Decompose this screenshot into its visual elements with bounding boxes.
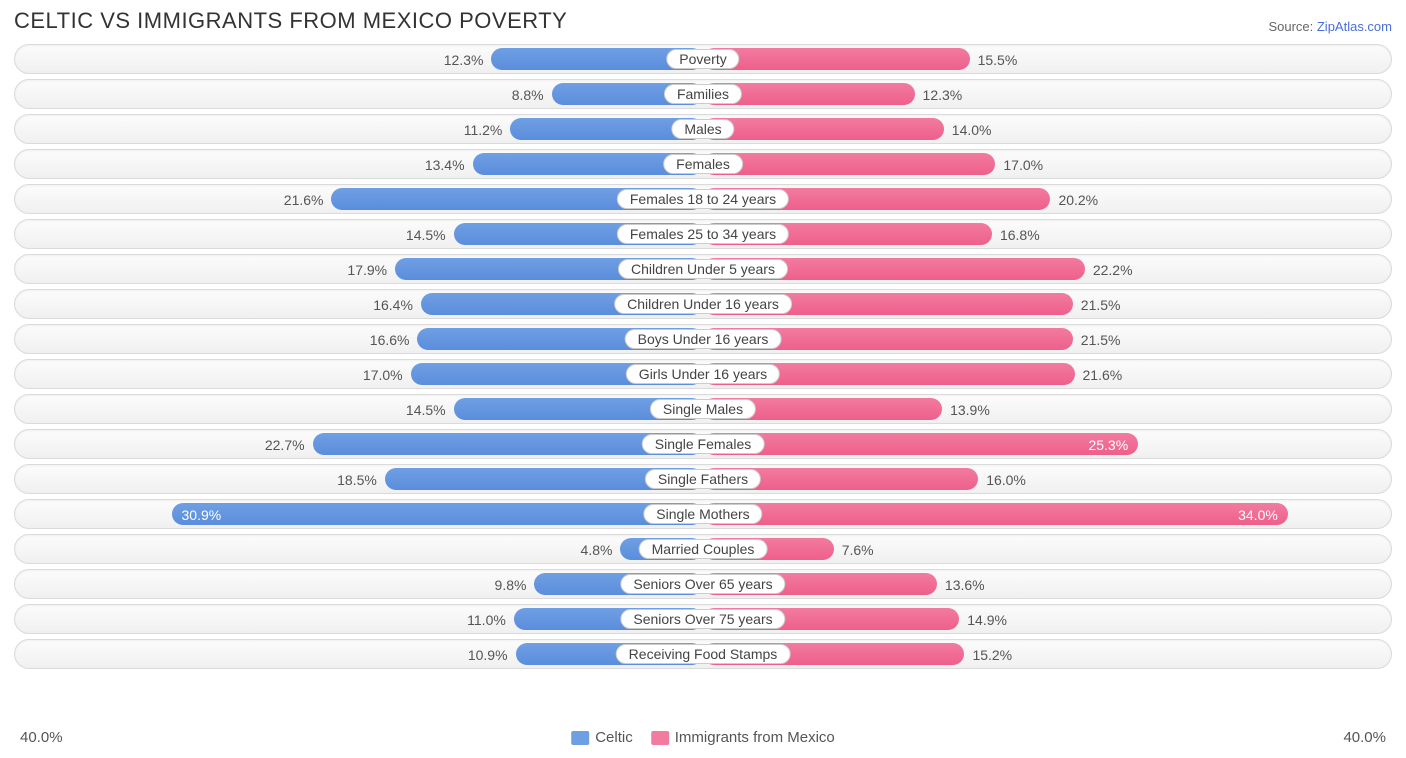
axis-right-label: 40.0% — [1343, 729, 1386, 746]
legend-swatch-left — [571, 731, 589, 745]
value-right: 14.9% — [959, 605, 1007, 635]
footer: 40.0% Celtic Immigrants from Mexico 40.0… — [0, 723, 1406, 758]
value-left: 17.9% — [347, 255, 395, 285]
chart-row: 10.9% 15.2% Receiving Food Stamps — [14, 639, 1392, 669]
legend-label-left: Celtic — [595, 729, 633, 746]
category-label: Girls Under 16 years — [626, 364, 780, 384]
diverging-bar-chart: 12.3%15.5%Poverty8.8%12.3%Families11.2%1… — [0, 40, 1406, 723]
value-right: 15.2% — [964, 640, 1012, 670]
bar-right — [703, 118, 944, 140]
chart-row: 21.6% 20.2% Females 18 to 24 years — [14, 184, 1392, 214]
value-right: 25.3% — [1088, 430, 1138, 460]
value-left: 13.4% — [425, 150, 473, 180]
value-right: 16.8% — [992, 220, 1040, 250]
axis-left-label: 40.0% — [20, 729, 63, 746]
chart-title: CELTIC VS IMMIGRANTS FROM MEXICO POVERTY — [14, 8, 567, 34]
value-left: 11.2% — [464, 115, 511, 145]
chart-row: 11.0% 14.9% Seniors Over 75 years — [14, 604, 1392, 634]
bar-right — [703, 153, 995, 175]
value-left: 21.6% — [284, 185, 332, 215]
legend-label-right: Immigrants from Mexico — [675, 729, 835, 746]
value-left: 9.8% — [495, 570, 535, 600]
category-label: Boys Under 16 years — [625, 329, 782, 349]
value-left: 22.7% — [265, 430, 313, 460]
value-right: 7.6% — [834, 535, 874, 565]
category-label: Married Couples — [639, 539, 768, 559]
category-label: Poverty — [666, 49, 739, 69]
chart-row: 12.3% 15.5% Poverty — [14, 44, 1392, 74]
value-right: 21.6% — [1075, 360, 1123, 390]
value-right: 34.0% — [1238, 500, 1288, 530]
value-left: 30.9% — [172, 500, 222, 530]
source-attribution: Source: ZipAtlas.com — [1268, 19, 1392, 34]
category-label: Children Under 5 years — [618, 259, 788, 279]
bar-left — [172, 503, 703, 525]
value-right: 22.2% — [1085, 255, 1133, 285]
legend: Celtic Immigrants from Mexico — [571, 729, 835, 746]
value-right: 15.5% — [970, 45, 1018, 75]
category-label: Females — [663, 154, 743, 174]
legend-item-right: Immigrants from Mexico — [651, 729, 835, 746]
bar-right — [703, 48, 970, 70]
value-left: 12.3% — [444, 45, 492, 75]
value-right: 16.0% — [978, 465, 1026, 495]
value-left: 18.5% — [337, 465, 385, 495]
value-left: 4.8% — [581, 535, 621, 565]
value-right: 13.6% — [937, 570, 985, 600]
category-label: Females 18 to 24 years — [617, 189, 789, 209]
chart-row: 18.5% 16.0% Single Fathers — [14, 464, 1392, 494]
chart-row: 16.6% 21.5% Boys Under 16 years — [14, 324, 1392, 354]
category-label: Single Females — [642, 434, 765, 454]
value-left: 14.5% — [406, 395, 454, 425]
chart-row: 11.2% 14.0% Males — [14, 114, 1392, 144]
chart-row: 17.9% 22.2% Children Under 5 years — [14, 254, 1392, 284]
value-left: 11.0% — [467, 605, 514, 635]
value-right: 20.2% — [1050, 185, 1098, 215]
category-label: Children Under 16 years — [614, 294, 792, 314]
value-right: 13.9% — [942, 395, 990, 425]
chart-row: 16.4% 21.5% Children Under 16 years — [14, 289, 1392, 319]
category-label: Seniors Over 65 years — [620, 574, 785, 594]
value-left: 10.9% — [468, 640, 516, 670]
chart-row: 14.5% 13.9% Single Males — [14, 394, 1392, 424]
chart-row: 14.5% 16.8% Females 25 to 34 years — [14, 219, 1392, 249]
value-left: 17.0% — [363, 360, 411, 390]
category-label: Families — [664, 84, 742, 104]
header: CELTIC VS IMMIGRANTS FROM MEXICO POVERTY… — [0, 0, 1406, 40]
value-left: 8.8% — [512, 80, 552, 110]
value-right: 21.5% — [1073, 325, 1121, 355]
chart-row: 22.7% 25.3% Single Females — [14, 429, 1392, 459]
value-left: 14.5% — [406, 220, 454, 250]
category-label: Receiving Food Stamps — [616, 644, 791, 664]
value-right: 21.5% — [1073, 290, 1121, 320]
chart-row: 17.0% 21.6% Girls Under 16 years — [14, 359, 1392, 389]
category-label: Single Males — [650, 399, 756, 419]
chart-row: 30.9% 34.0% Single Mothers — [14, 499, 1392, 529]
category-label: Females 25 to 34 years — [617, 224, 789, 244]
bar-right — [703, 433, 1138, 455]
chart-row: 4.8% 7.6% Married Couples — [14, 534, 1392, 564]
chart-row: 8.8% 12.3% Families — [14, 79, 1392, 109]
chart-row: 13.4% 17.0% Females — [14, 149, 1392, 179]
source-link[interactable]: ZipAtlas.com — [1317, 19, 1392, 34]
category-label: Males — [671, 119, 734, 139]
source-prefix: Source: — [1268, 19, 1316, 34]
category-label: Single Mothers — [643, 504, 762, 524]
value-right: 12.3% — [915, 80, 963, 110]
value-right: 17.0% — [995, 150, 1043, 180]
value-right: 14.0% — [944, 115, 992, 145]
legend-swatch-right — [651, 731, 669, 745]
bar-right — [703, 503, 1288, 525]
value-left: 16.6% — [370, 325, 418, 355]
legend-item-left: Celtic — [571, 729, 633, 746]
category-label: Seniors Over 75 years — [620, 609, 785, 629]
value-left: 16.4% — [373, 290, 421, 320]
chart-row: 9.8% 13.6% Seniors Over 65 years — [14, 569, 1392, 599]
category-label: Single Fathers — [645, 469, 761, 489]
